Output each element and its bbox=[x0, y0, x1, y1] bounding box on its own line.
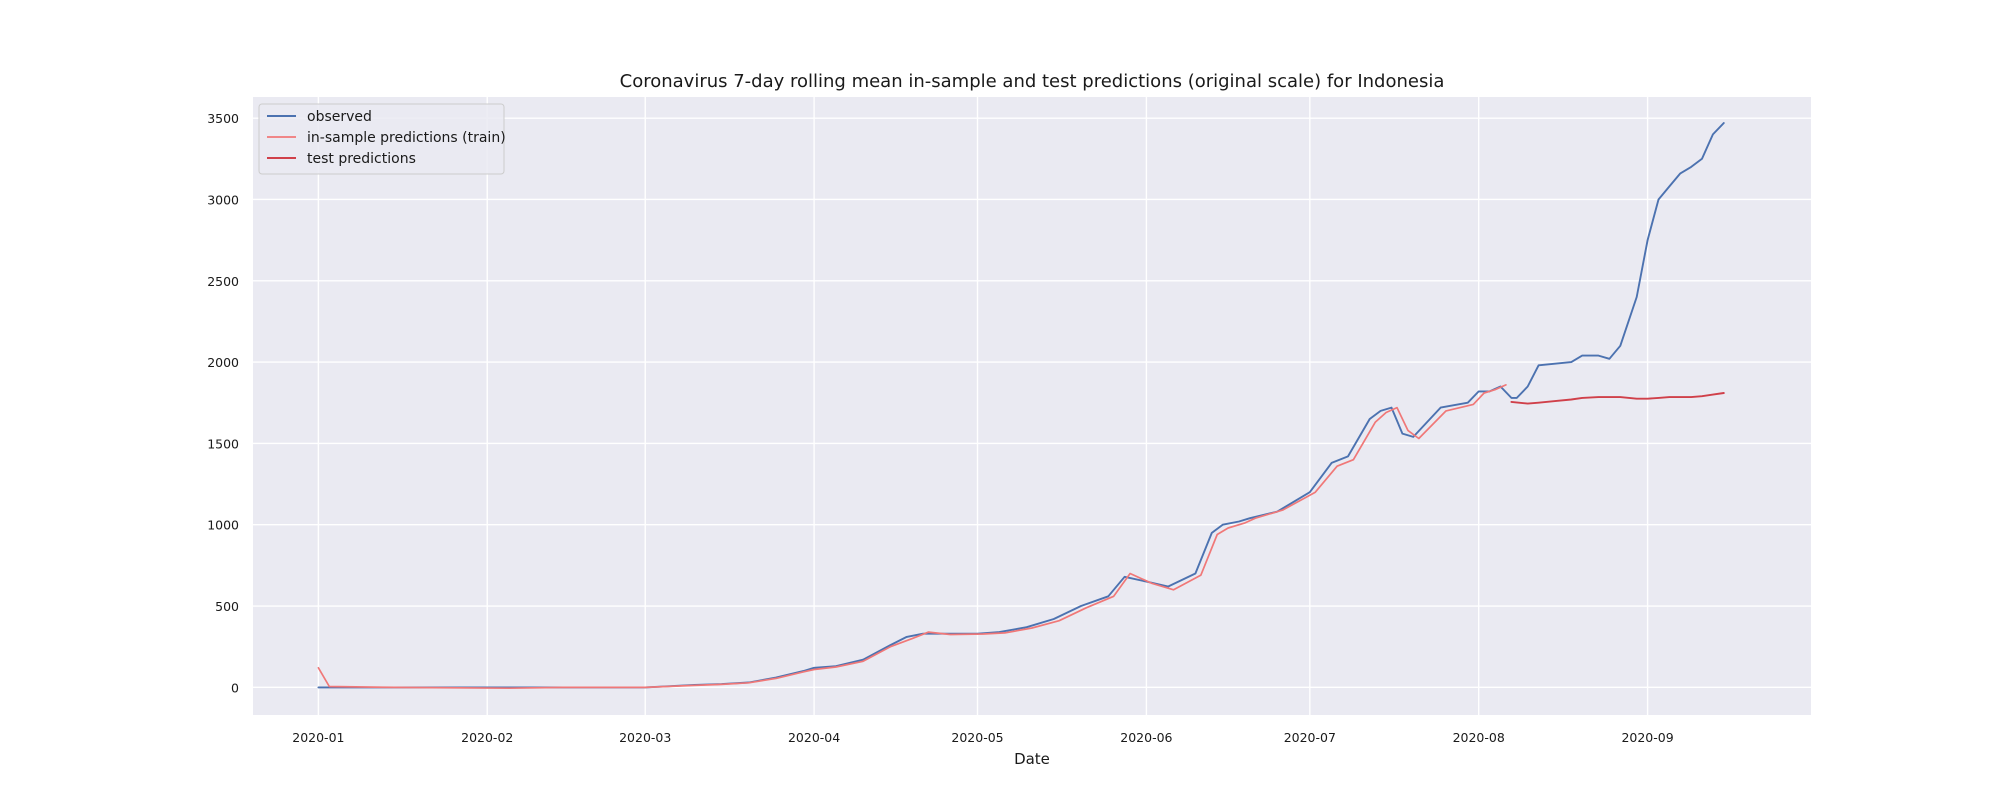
y-tick-label: 3500 bbox=[207, 111, 239, 126]
y-tick-label: 1000 bbox=[207, 518, 239, 533]
series-line-3 bbox=[1510, 392, 1725, 405]
x-tick-label: 2020-05 bbox=[951, 730, 1003, 745]
legend: observed in-sample predictions (train) tes… bbox=[258, 103, 506, 175]
x-tick-label: 2020-07 bbox=[1284, 730, 1336, 745]
chart-title: Coronavirus 7-day rolling mean in-sample… bbox=[620, 71, 1445, 92]
series-line-1 bbox=[317, 122, 1725, 689]
legend-label: in-sample predictions (train) bbox=[307, 130, 506, 146]
y-tick-label: 1500 bbox=[207, 436, 239, 451]
y-tick-label: 500 bbox=[215, 599, 239, 614]
y-tick-label: 2500 bbox=[207, 274, 239, 289]
tick-labels: 2020-01 2020-02 2020-03 2020-04 2020-05 2020-… bbox=[207, 111, 1674, 745]
x-tick-label: 2020-08 bbox=[1453, 730, 1505, 745]
series-line-2 bbox=[317, 384, 1507, 690]
x-tick-label: 2020-03 bbox=[619, 730, 671, 745]
y-tick-label: 2000 bbox=[207, 355, 239, 370]
y-tick-label: 0 bbox=[231, 680, 239, 695]
x-axis-label: Date bbox=[1014, 750, 1050, 768]
y-tick-label: 3000 bbox=[207, 192, 239, 207]
series-layer bbox=[317, 122, 1725, 690]
legend-label: observed bbox=[307, 109, 372, 125]
x-tick-label: 2020-04 bbox=[788, 730, 840, 745]
x-tick-label: 2020-09 bbox=[1621, 730, 1673, 745]
legend-label: test predictions bbox=[307, 151, 416, 167]
x-tick-label: 2020-01 bbox=[292, 730, 344, 745]
x-tick-label: 2020-02 bbox=[461, 730, 513, 745]
legend-box bbox=[258, 103, 505, 175]
grid bbox=[253, 97, 1811, 715]
x-tick-label: 2020-06 bbox=[1120, 730, 1172, 745]
